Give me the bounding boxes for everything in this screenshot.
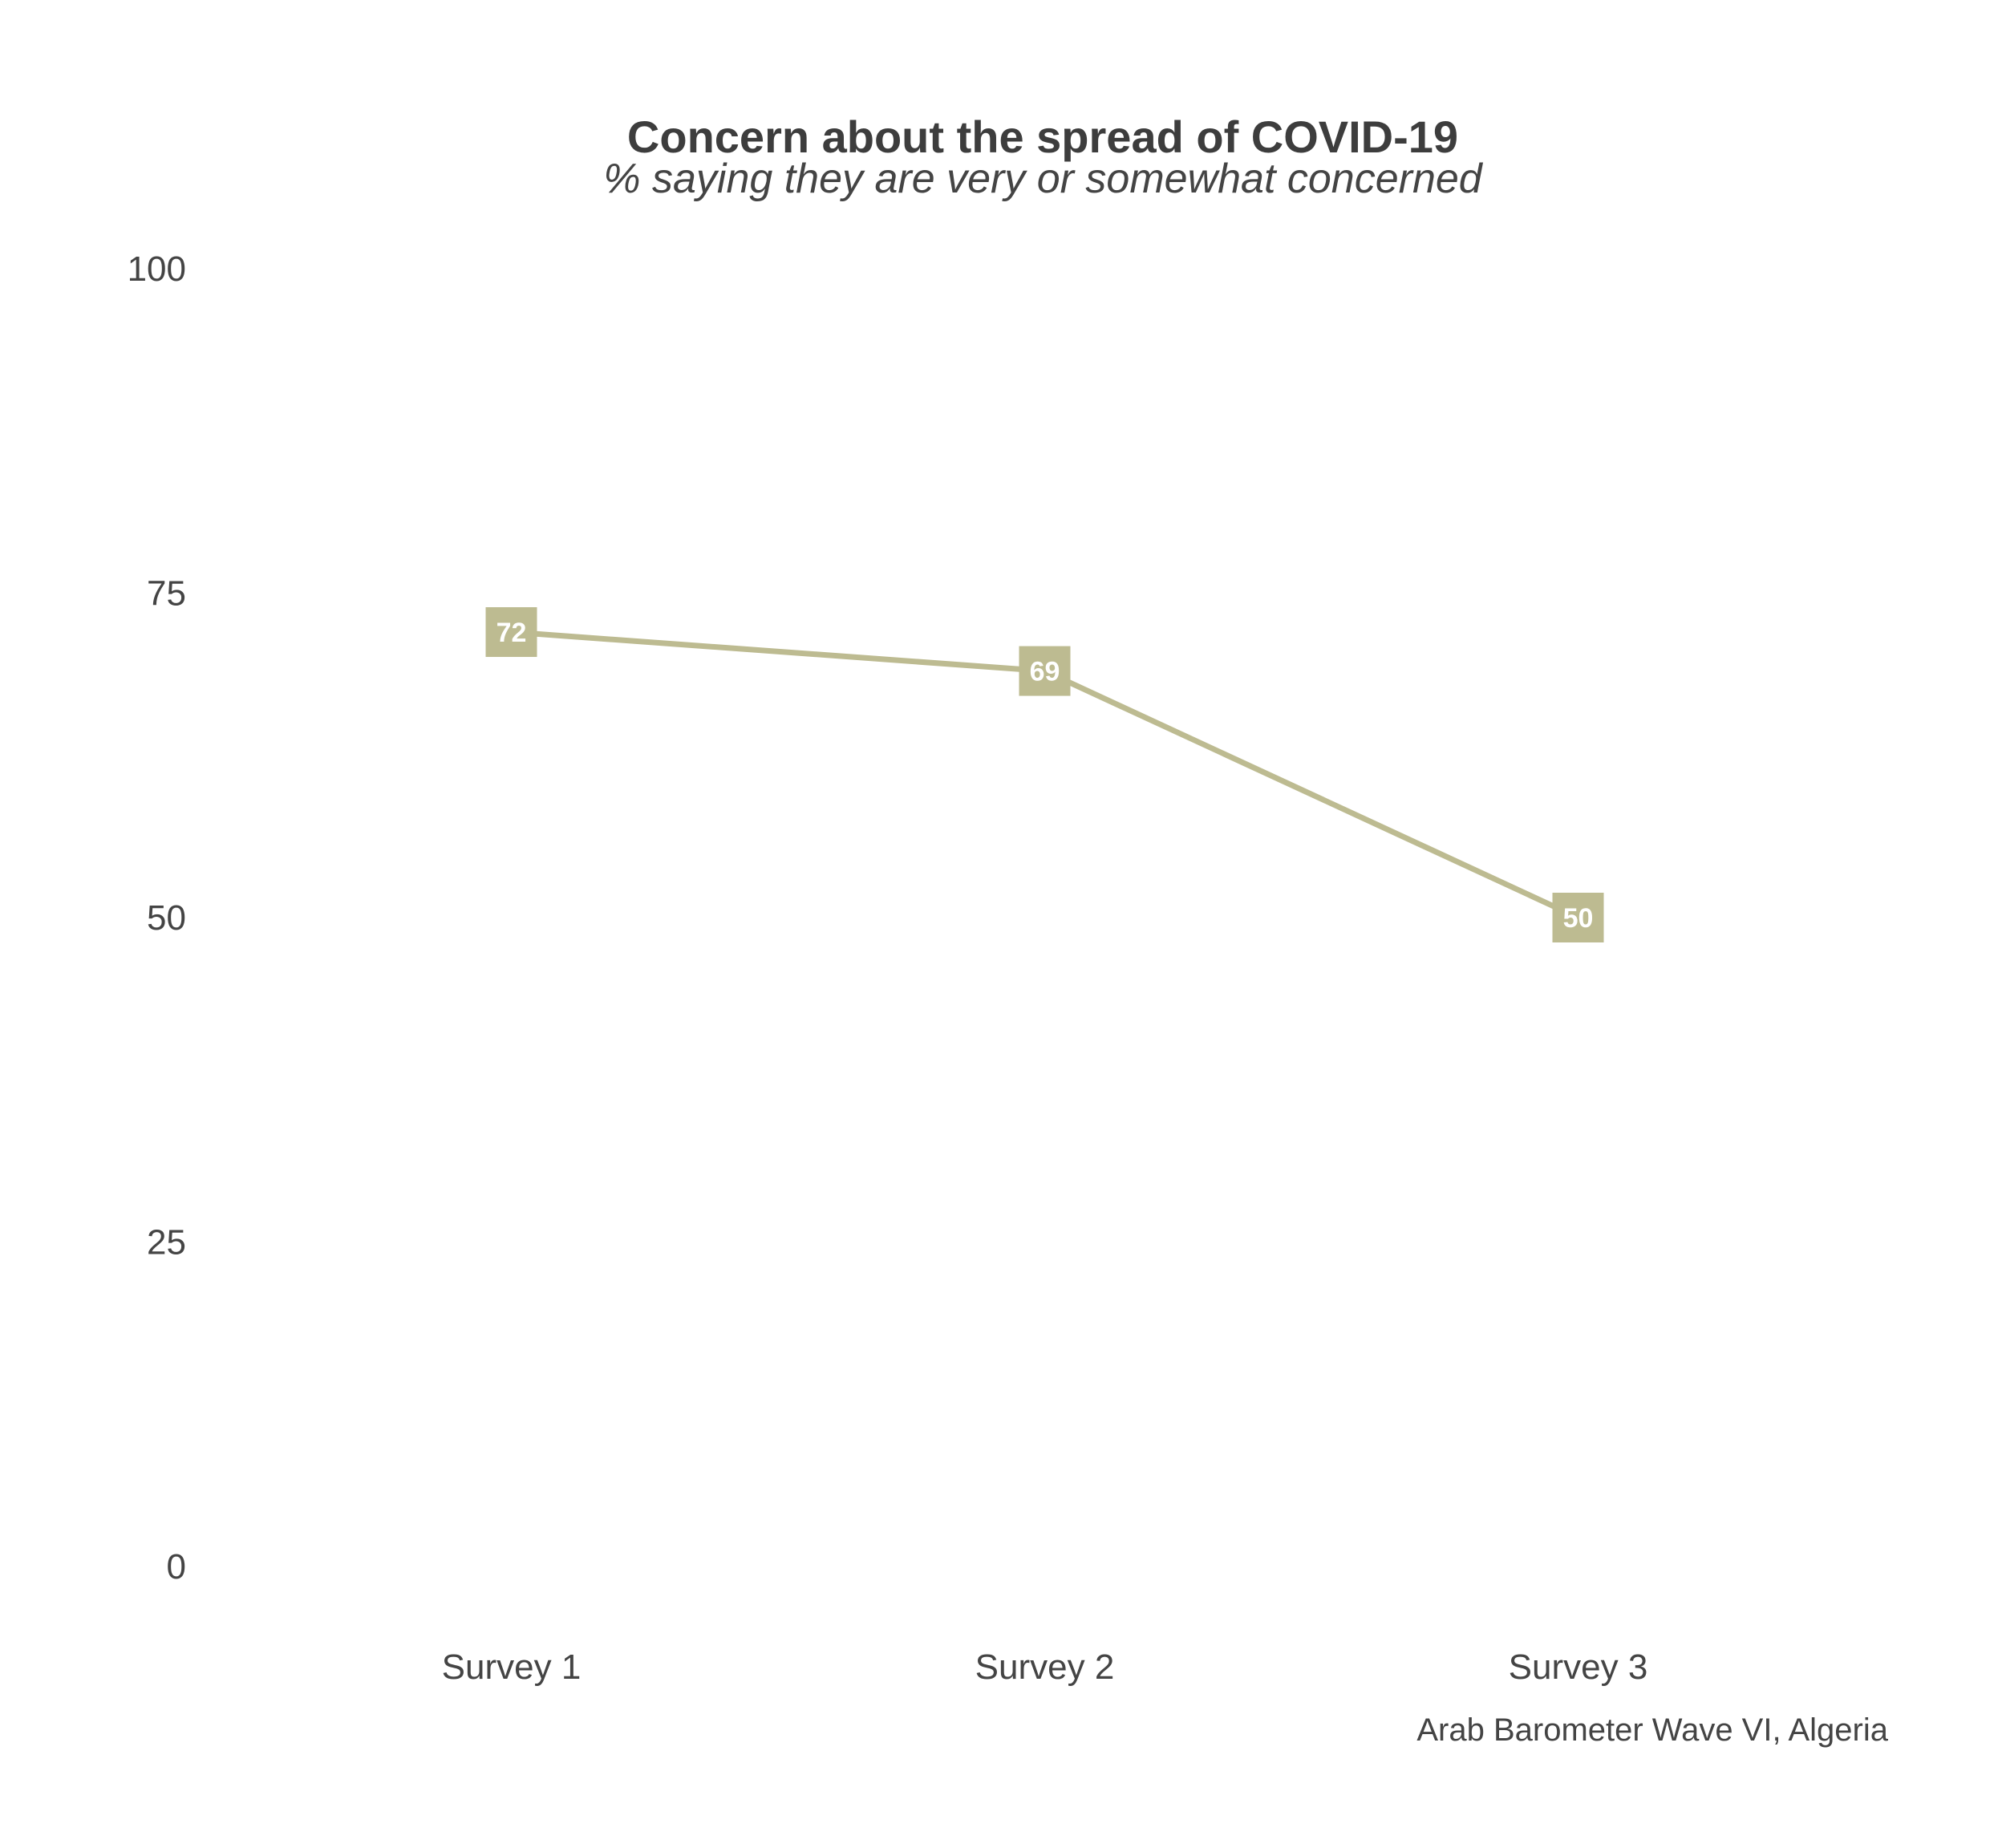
data-point-marker [1019,646,1071,696]
y-tick-label: 50 [147,898,186,938]
x-tick-label: Survey 1 [442,1647,582,1687]
y-axis: 0 25 50 75 100 [128,249,186,1587]
data-label: 72 [496,618,527,648]
chart-caption: Arab Barometer Wave VI, Algeria [1416,1712,1888,1748]
y-tick-label: 25 [147,1223,186,1262]
chart-title: Concern about the spread of COVID-19 [627,111,1458,162]
x-tick-label: Survey 2 [975,1647,1115,1687]
series-layer: 72 69 50 [485,607,1604,942]
data-label: 69 [1030,657,1060,687]
y-tick-label: 75 [147,574,186,614]
y-tick-label: 0 [167,1547,186,1587]
y-tick-label: 100 [128,249,186,289]
x-axis: Survey 1 Survey 2 Survey 3 [442,1647,1648,1687]
data-point-marker [485,607,537,658]
x-tick-label: Survey 3 [1509,1647,1648,1687]
chart-subtitle: % saying they are very or somewhat conce… [603,156,1484,202]
data-label: 50 [1563,903,1594,934]
data-point-marker [1552,893,1604,942]
